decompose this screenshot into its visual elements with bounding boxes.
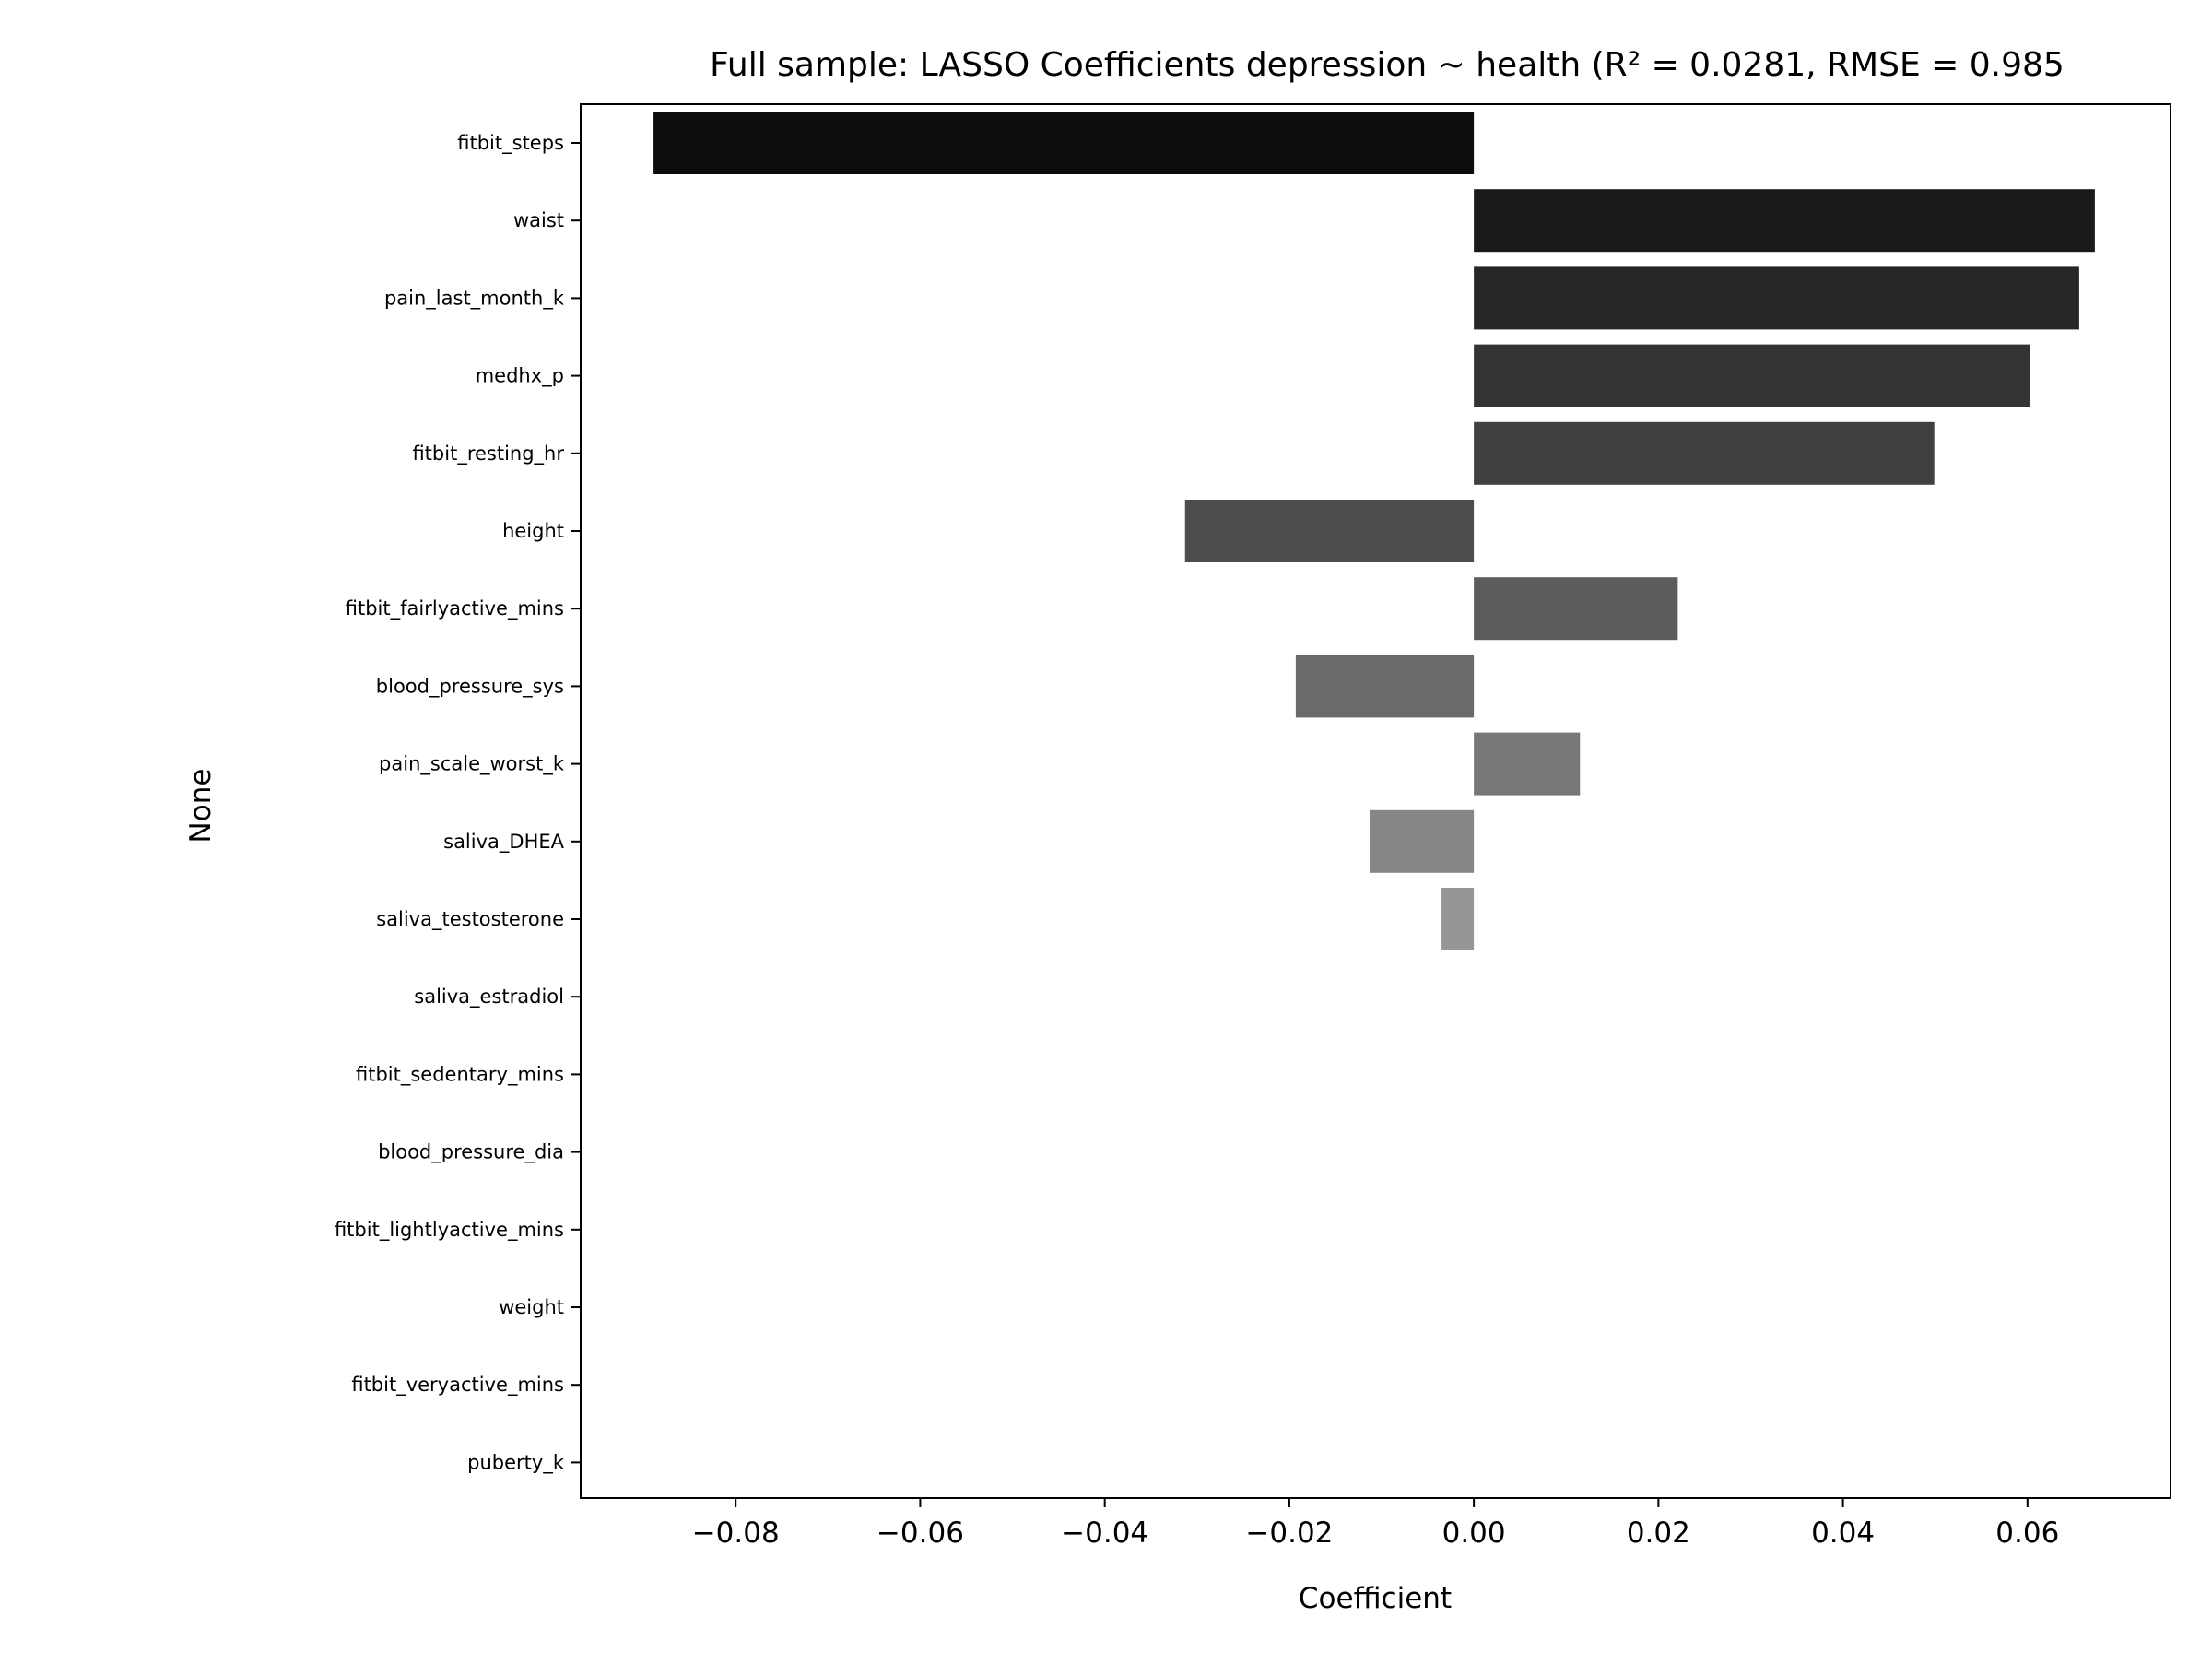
x-axis-label: Coefficient — [1299, 1582, 1452, 1615]
x-tick-label: −0.02 — [1245, 1516, 1333, 1550]
x-tick-label: 0.04 — [1811, 1516, 1875, 1550]
bar-fitbit-resting-hr — [1474, 421, 1935, 485]
y-tick-label: saliva_testosterone — [376, 908, 564, 931]
x-axis: −0.08 −0.06 −0.04 −0.02 0.00 0.02 0.04 0.06 — [692, 1498, 2059, 1550]
y-tick-label: blood_pressure_dia — [378, 1141, 564, 1164]
plot-frame — [580, 103, 2171, 1499]
y-tick-label: fitbit_fairlyactive_mins — [346, 597, 564, 620]
bar-blood-pressure-sys — [1295, 655, 1475, 718]
bar-waist — [1474, 189, 2095, 253]
y-tick-label: weight — [499, 1296, 564, 1318]
bar-fitbit-fairlyactive-mins — [1474, 577, 1678, 641]
y-tick-label: fitbit_resting_hr — [412, 443, 564, 466]
y-tick-label: blood_pressure_sys — [376, 675, 564, 698]
bar-height — [1184, 500, 1475, 562]
x-tick-label: −0.04 — [1061, 1516, 1148, 1550]
x-tick-label: 0.02 — [1627, 1516, 1690, 1550]
y-tick-label: saliva_DHEA — [443, 831, 565, 854]
y-tick-label: pain_scale_worst_k — [379, 753, 565, 776]
y-tick-label: height — [502, 520, 564, 542]
bar-pain-scale-worst-k — [1474, 732, 1581, 796]
y-tick-label: medhx_p — [476, 365, 564, 388]
bar-fitbit-steps — [653, 112, 1475, 174]
chart-title: Full sample: LASSO Coefficients depressi… — [710, 46, 2065, 84]
y-tick-label: pain_last_month_k — [384, 287, 565, 310]
bars-group — [653, 112, 2095, 950]
x-tick-label: 0.06 — [1995, 1516, 2059, 1550]
x-tick-label: −0.08 — [692, 1516, 780, 1550]
y-tick-label: fitbit_veryactive_mins — [351, 1374, 564, 1397]
bar-saliva-dhea — [1369, 809, 1475, 873]
y-tick-label: saliva_estradiol — [414, 985, 564, 1009]
y-tick-label: fitbit_sedentary_mins — [356, 1063, 564, 1086]
y-axis-label: None — [184, 769, 218, 844]
bar-medhx-p — [1474, 344, 2030, 407]
y-tick-label: waist — [513, 209, 564, 231]
y-tick-label: fitbit_lightlyactive_mins — [335, 1219, 564, 1242]
x-tick-label: 0.00 — [1442, 1516, 1506, 1550]
y-tick-label: puberty_k — [467, 1451, 565, 1474]
bar-saliva-testosterone — [1441, 888, 1475, 950]
bar-pain-last-month-k — [1474, 266, 2079, 330]
y-tick-label: fitbit_steps — [457, 132, 564, 155]
x-tick-label: −0.06 — [877, 1516, 964, 1550]
